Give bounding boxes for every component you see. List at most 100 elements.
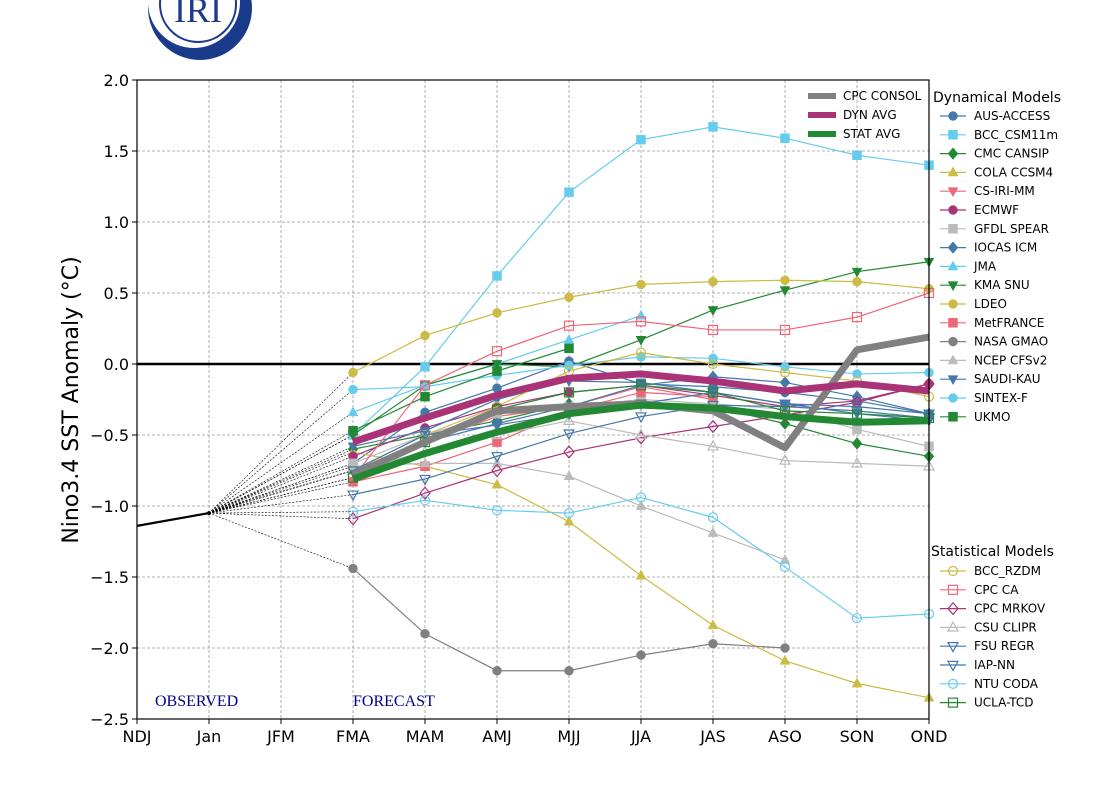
legend-label: IAP-NN — [974, 658, 1015, 672]
legend-label: CSU CLIPR — [974, 620, 1037, 634]
data-point — [491, 346, 503, 357]
series-line — [352, 347, 570, 432]
data-point — [563, 507, 575, 519]
data-point — [636, 279, 646, 290]
series-bcc-csm11m — [348, 122, 934, 440]
data-point — [492, 665, 502, 676]
data-point — [419, 430, 431, 442]
x-tick-label: FMA — [336, 727, 370, 746]
legend-marker — [948, 224, 958, 234]
legend-marker — [947, 187, 959, 198]
x-tick-label: NDJ — [122, 727, 151, 746]
series-line — [352, 383, 930, 520]
connector-line — [208, 389, 354, 514]
series-line — [352, 404, 930, 496]
legend-label: SAUDI-KAU — [974, 372, 1041, 386]
legend-marker — [948, 393, 958, 403]
x-tick-label: AMJ — [482, 727, 511, 746]
y-tick-label: 1.5 — [104, 142, 129, 161]
legend-label: STAT AVG — [843, 127, 900, 141]
legend-marker — [947, 678, 959, 689]
data-point — [779, 654, 791, 665]
data-point — [708, 122, 718, 132]
y-tick-label: 0.0 — [104, 355, 129, 374]
observed-point — [207, 511, 211, 516]
data-point — [707, 619, 719, 630]
legend-marker — [947, 166, 959, 177]
legend-marker — [948, 205, 958, 215]
legend-marker — [947, 697, 959, 708]
data-point — [707, 527, 719, 537]
data-point — [564, 665, 574, 676]
y-tick-label: 0.5 — [104, 284, 129, 303]
data-point — [851, 406, 863, 418]
data-point — [851, 437, 863, 450]
legend-title: Dynamical Models — [933, 90, 1061, 106]
data-point — [635, 569, 647, 580]
y-tick-label: −1.5 — [90, 568, 129, 587]
data-point — [420, 391, 430, 402]
data-point — [564, 292, 574, 303]
data-point — [419, 486, 431, 500]
legend-label: NCEP CFSv2 — [974, 353, 1047, 367]
y-tick-label: −0.5 — [90, 426, 129, 445]
x-tick-label: Jan — [196, 727, 222, 746]
data-point — [852, 150, 862, 161]
data-point — [780, 275, 790, 285]
connector-line — [208, 465, 354, 514]
data-point — [419, 457, 431, 468]
data-point — [707, 306, 719, 316]
legend-marker — [947, 241, 959, 254]
legend-label: CPC CA — [974, 583, 1019, 597]
legend-label: SINTEX-F — [974, 391, 1028, 405]
data-point — [851, 677, 863, 688]
legend-marker — [948, 318, 958, 328]
data-point — [491, 505, 503, 516]
data-point — [491, 452, 503, 463]
legend-marker — [947, 620, 959, 632]
data-point — [707, 387, 719, 398]
data-point — [851, 408, 863, 419]
legend-marker — [947, 375, 959, 386]
data-point — [492, 366, 502, 376]
data-point — [635, 428, 647, 440]
y-tick-label: −2.0 — [90, 639, 129, 658]
data-point — [419, 495, 431, 506]
legend-marker — [947, 354, 959, 365]
connector-line — [208, 494, 354, 514]
data-point — [636, 650, 646, 660]
series-cola-ccsm4 — [347, 446, 935, 702]
connector-line — [208, 451, 354, 514]
data-point — [779, 561, 791, 573]
y-tick-label: 1.0 — [104, 213, 129, 232]
data-point — [779, 399, 791, 411]
connector-line — [208, 446, 354, 514]
legend-marker — [948, 412, 958, 422]
data-point — [419, 474, 431, 486]
data-point — [779, 554, 791, 564]
legend-marker — [947, 660, 959, 672]
data-point — [420, 330, 430, 341]
data-point — [635, 380, 647, 391]
legend-label: BCC_CSM11m — [974, 128, 1058, 142]
data-point — [635, 500, 647, 510]
data-point — [420, 362, 430, 372]
data-point — [563, 414, 575, 425]
data-point — [851, 312, 863, 323]
average-line-dyn-avg — [351, 370, 930, 446]
data-point — [852, 276, 862, 287]
legend-label: COLA CCSM4 — [974, 165, 1053, 179]
legend-label: DYN AVG — [843, 108, 897, 122]
data-point — [779, 417, 791, 430]
data-point — [780, 133, 790, 143]
data-point — [779, 286, 791, 297]
legend-label: JMA — [973, 259, 997, 273]
data-point — [779, 367, 791, 378]
connector-line — [208, 512, 354, 520]
x-tick-label: JJA — [630, 727, 651, 746]
data-point — [563, 333, 575, 344]
legend-label: ECMWF — [974, 203, 1019, 217]
data-point — [779, 453, 791, 465]
data-point — [636, 134, 646, 145]
data-point — [779, 376, 791, 389]
